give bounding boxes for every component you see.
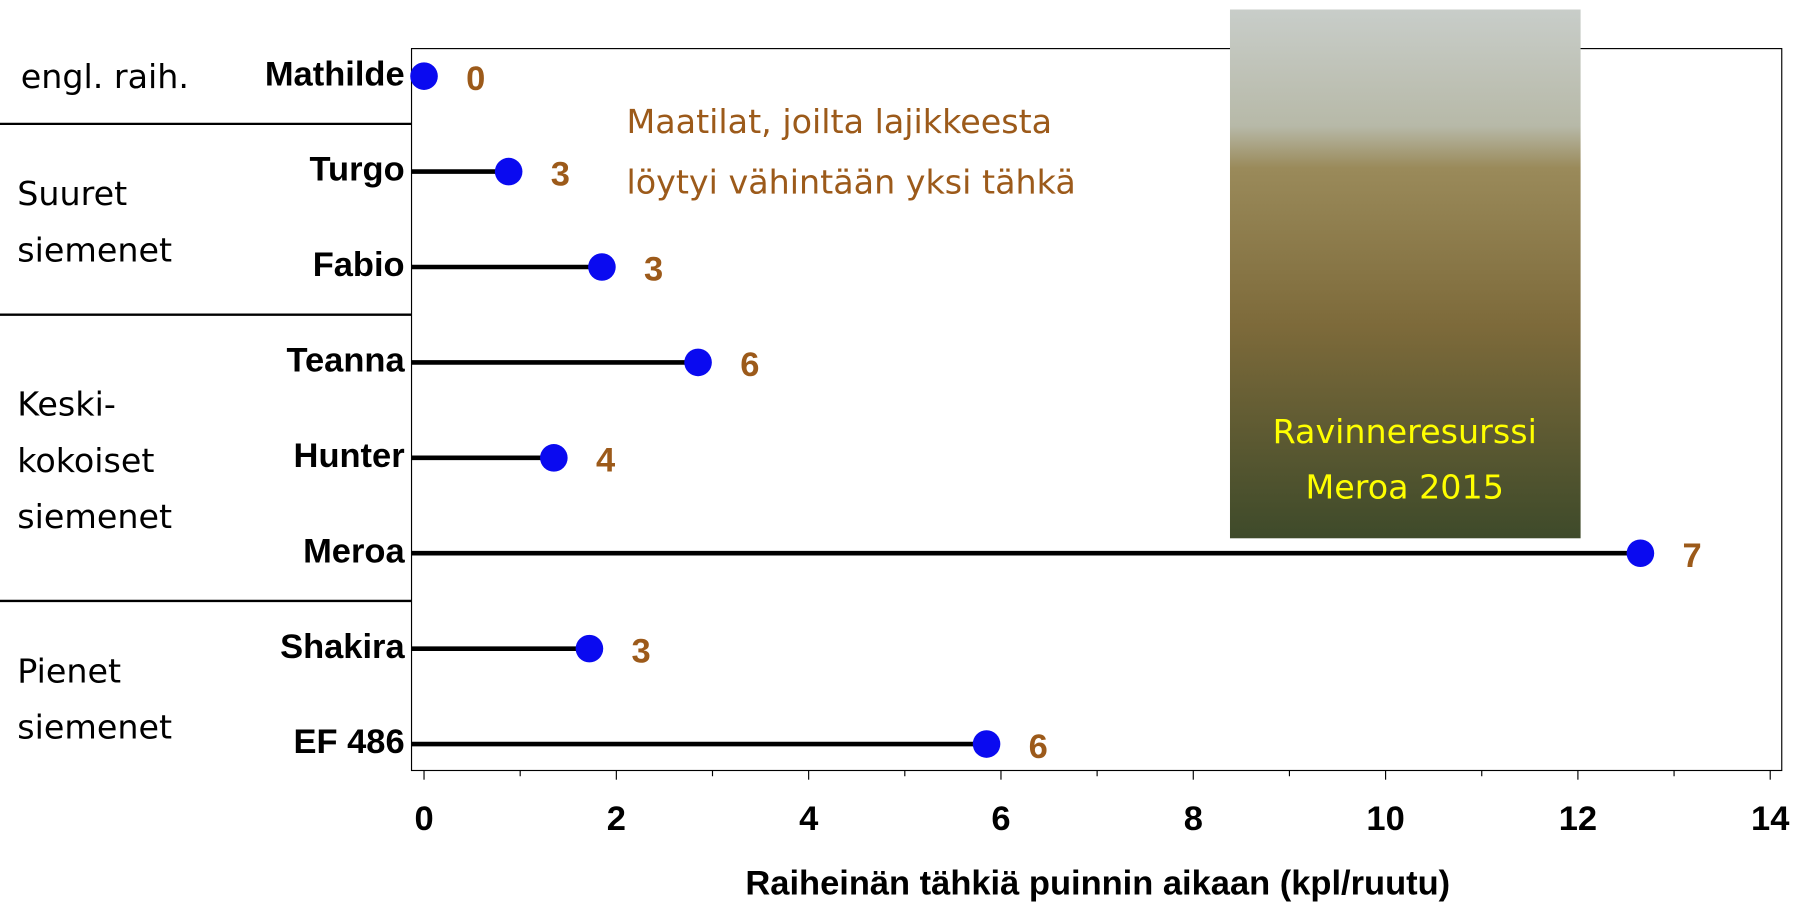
group-label: siemenet	[17, 708, 172, 747]
dot	[540, 444, 568, 472]
dot	[684, 348, 712, 377]
x-axis-title: Raiheinän tähkiä puinnin aikaan (kpl/ruu…	[745, 865, 1450, 903]
x-tick-label: 6	[991, 800, 1010, 838]
y-tick-label: Hunter	[294, 437, 405, 475]
y-tick-label: Shakira	[280, 628, 405, 666]
x-tick-label: 14	[1751, 800, 1789, 838]
dot	[575, 634, 604, 663]
y-tick-label: Meroa	[303, 532, 405, 570]
annotation: Maatilat, joilta lajikkeesta	[626, 102, 1052, 141]
farm-count-label: 6	[1029, 728, 1048, 766]
group-label: siemenet	[17, 231, 172, 270]
group-label: Pienet	[17, 651, 121, 690]
farm-count-label: 3	[632, 632, 651, 670]
y-tick-label: Fabio	[313, 246, 405, 284]
group-label: Suuret	[17, 174, 127, 213]
x-tick-label: 4	[799, 800, 818, 838]
x-tick-label: 2	[607, 800, 626, 838]
y-tick-label: Teanna	[287, 342, 406, 380]
farm-count-label: 7	[1683, 537, 1702, 575]
dot	[1626, 539, 1655, 568]
x-tick-label: 8	[1184, 800, 1203, 838]
farm-count-label: 0	[466, 60, 485, 98]
y-tick-label: Mathilde	[265, 55, 405, 93]
photo-caption: Meroa 2015	[1305, 467, 1503, 506]
y-tick-label: Turgo	[310, 151, 405, 189]
x-tick-label: 0	[414, 800, 433, 838]
photo	[1229, 9, 1581, 539]
x-tick-label: 10	[1366, 800, 1404, 838]
photo-caption: Ravinneresurssi	[1273, 412, 1537, 451]
dot	[410, 62, 438, 90]
group-label: Keski-	[17, 385, 116, 424]
farm-count-label: 6	[740, 346, 759, 384]
farm-count-label: 3	[551, 155, 570, 193]
farm-count-label: 4	[596, 442, 615, 480]
dot	[588, 253, 616, 281]
group-label: siemenet	[17, 497, 172, 536]
farm-count-label: 3	[644, 251, 663, 289]
annotation: löytyi vähintään yksi tähkä	[626, 163, 1075, 202]
y-tick-label: EF 486	[293, 723, 404, 761]
dot	[972, 730, 1001, 758]
dot	[494, 157, 523, 186]
group-label: engl. raih.	[21, 57, 189, 96]
group-label: kokoiset	[17, 441, 154, 480]
x-tick-label: 12	[1559, 800, 1597, 838]
